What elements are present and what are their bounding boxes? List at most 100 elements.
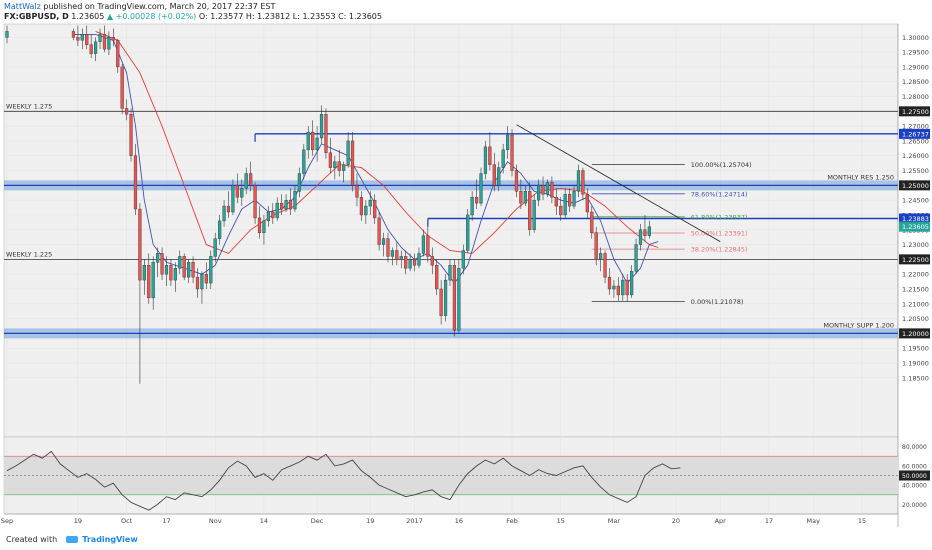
candle	[266, 206, 270, 227]
author-name[interactable]: MattWalz	[4, 2, 41, 11]
candle	[249, 161, 253, 192]
candle	[160, 247, 164, 281]
candle-body	[107, 37, 111, 50]
candle-body	[191, 262, 195, 278]
candle-body	[581, 170, 585, 195]
candle	[213, 232, 217, 263]
candle-body	[541, 185, 545, 195]
candle	[133, 143, 138, 215]
candle	[590, 206, 594, 239]
y-tick-label: 1.26000	[902, 152, 929, 160]
candle	[616, 277, 620, 301]
candle	[443, 274, 448, 322]
candle-body	[262, 220, 266, 233]
candle-body	[408, 259, 412, 269]
candle-body	[222, 205, 226, 222]
candle	[173, 262, 177, 292]
candle-body	[497, 167, 501, 186]
candle	[430, 247, 434, 275]
candle	[559, 197, 563, 221]
candle	[603, 250, 607, 284]
candle-body	[368, 199, 372, 207]
candle-body	[116, 40, 120, 68]
y-tick-label: 1.19000	[902, 359, 929, 367]
candle-body	[346, 140, 350, 165]
slow-moving-average-line	[95, 30, 659, 254]
publisher-line: MattWalz published on TradingView.com, M…	[4, 2, 275, 11]
candle-body	[528, 191, 532, 230]
candle-body	[470, 196, 474, 216]
y-tick-label: 1.21500	[902, 285, 929, 293]
candle-body	[271, 211, 275, 219]
x-tick-label: 20	[672, 517, 680, 525]
tradingview-brand[interactable]: TradingView	[82, 535, 138, 544]
fib-level-label: 100.00%(1.25704)	[691, 161, 752, 169]
price-tag-label: 1.26737	[902, 130, 929, 138]
candle-body	[554, 196, 558, 207]
candle-body	[373, 199, 377, 219]
y-tick-label: 1.29500	[902, 49, 929, 57]
x-tick-label: 14	[260, 517, 268, 525]
candle	[271, 203, 275, 224]
candle-body	[333, 161, 337, 168]
candle	[452, 259, 457, 337]
price-tag-label: 1.27500	[902, 108, 929, 116]
candle	[76, 25, 80, 47]
candle-body	[479, 173, 483, 204]
price-tag	[899, 128, 930, 139]
candle-body	[461, 250, 465, 269]
candle	[226, 191, 231, 218]
fib-level-label: 78.60%(1.24714)	[691, 190, 748, 198]
candle-body	[218, 220, 222, 239]
candle-body	[111, 37, 115, 41]
candle-body	[350, 140, 355, 186]
symbol-name: FX:GBPUSD, D	[4, 12, 69, 21]
candle	[284, 194, 288, 212]
candle	[102, 25, 107, 53]
candle	[545, 179, 550, 198]
candle	[156, 247, 160, 278]
candle	[568, 188, 572, 212]
candle	[421, 229, 426, 257]
candle-body	[76, 37, 80, 41]
candle	[164, 256, 169, 287]
price-tag	[899, 106, 930, 117]
candle	[253, 182, 257, 224]
candle-body	[612, 285, 616, 290]
candle	[116, 38, 120, 73]
candle-body	[156, 253, 160, 263]
x-tick-label: 19	[74, 517, 82, 525]
candle-body	[417, 253, 421, 266]
fib-level-label: 0.00%(1.21078)	[691, 298, 744, 306]
candle	[89, 34, 93, 59]
rsi-current-label: 50.0000	[902, 473, 927, 480]
x-tick-label: 2017	[406, 517, 423, 525]
rsi-current-tag	[899, 470, 930, 481]
candle	[412, 253, 417, 272]
candle	[182, 253, 186, 281]
candle	[581, 167, 585, 201]
y-tick-label: 1.18500	[902, 374, 929, 382]
candle-body	[147, 265, 151, 299]
x-tick-label: 15	[858, 517, 866, 525]
fib-level-label: 38.20%(1.22845)	[691, 246, 748, 254]
candle	[492, 152, 496, 192]
candle-body	[603, 253, 607, 278]
y-tick-label: 1.26500	[902, 137, 929, 145]
candle-body	[275, 202, 279, 219]
price-chart[interactable]: 1.30000 1.29500 1.29000 1.28500 1.28000 1.275…	[0, 0, 932, 531]
candle-body	[257, 217, 262, 233]
candle	[364, 200, 368, 224]
candle-body	[386, 238, 390, 257]
x-tick-label: Dec	[311, 517, 324, 525]
candle-body	[280, 202, 284, 210]
candle-body	[324, 114, 328, 153]
candle-body	[355, 185, 359, 198]
candle-body	[138, 208, 142, 281]
candle-body	[71, 31, 76, 38]
candle	[359, 191, 363, 221]
candle-body	[537, 185, 541, 201]
candle	[231, 179, 235, 215]
candle-body	[235, 185, 239, 198]
candle-body	[443, 279, 448, 316]
